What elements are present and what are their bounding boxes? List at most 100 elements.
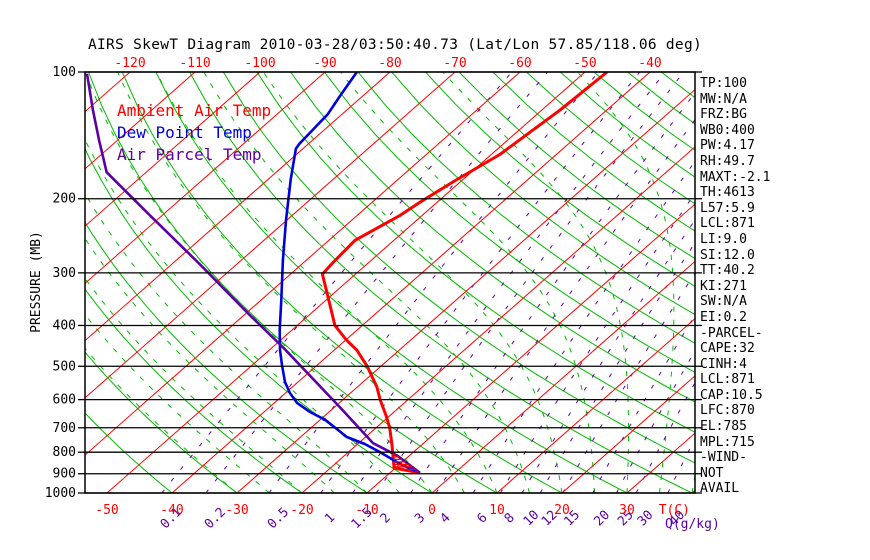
top-temp-tick-label: -110 (179, 56, 210, 71)
pressure-tick-label: 400 (53, 318, 76, 333)
series-dew-point-temp (278, 72, 421, 475)
mixing-ratio-line (320, 72, 641, 493)
side-panel-row: SI:12.0 (700, 247, 755, 263)
mixing-ratio-tick-label: 30 (635, 508, 657, 530)
dry-adiabat-line (85, 221, 368, 493)
mixing-ratio-line (352, 72, 666, 493)
side-panel-row: LCL:871 (700, 372, 755, 388)
top-temp-tick-label: -40 (638, 56, 661, 71)
side-panel-row: PW:4.17 (700, 138, 755, 154)
dry-adiabat-line (458, 72, 695, 260)
bottom-temp-tick-label: 0 (428, 503, 436, 518)
mixing-ratio-line (615, 349, 695, 493)
pressure-tick-label: 200 (53, 192, 76, 207)
top-temp-tick-label: -80 (378, 56, 401, 71)
isotherm-line (85, 72, 196, 170)
isotherm-line (496, 317, 695, 493)
legend: Ambient Air Temp Dew Point Temp Air Parc… (117, 100, 271, 166)
dry-adiabat-line (256, 72, 695, 433)
legend-ambient-air-temp: Ambient Air Temp (117, 101, 272, 120)
moist-adiabat-line (442, 72, 629, 493)
chart-title: AIRS SkewT Diagram 2010-03-28/03:50:40.7… (88, 37, 703, 53)
mixing-ratio-line (539, 241, 695, 493)
side-panel-row: EL:785 (700, 419, 747, 435)
isotherm-line (85, 72, 391, 342)
side-panel-row: WB0:400 (700, 122, 755, 138)
y-axis-label: PRESSURE (MB) (29, 231, 44, 333)
dry-adiabat-line (425, 72, 695, 287)
dry-adiabat-line (290, 72, 695, 403)
moist-adiabat-line (155, 72, 498, 493)
pressure-tick-label: 700 (53, 421, 76, 436)
isotherm-line (301, 146, 695, 493)
mixing-ratio-tick-label: 4 (437, 510, 453, 526)
pressure-tick-label: 300 (53, 266, 76, 281)
side-panel: TP:100 MW:N/A FRZ:BG WB0:400 PW:4.17 RH:49.7 M… (700, 76, 770, 497)
isotherm-line (431, 260, 695, 493)
side-panel-row: CAPE:32 (700, 341, 755, 357)
side-panel-row: AVAIL (700, 481, 740, 497)
isotherm-line (85, 72, 326, 285)
mixing-ratio-line (667, 437, 695, 493)
top-temp-tick-label: -50 (573, 56, 596, 71)
side-panel-row: TH:4613 (700, 185, 755, 201)
side-panel-row: LFC:870 (700, 403, 755, 419)
mixing-ratio-tick-label: 0.5 (265, 505, 292, 532)
isotherm-line (236, 88, 695, 493)
mixing-ratio-tick-label: 1 (322, 510, 338, 526)
side-panel-row: MPL:715 (700, 434, 755, 450)
dry-adiabat-line (189, 72, 693, 493)
side-panel-row: TT:40.2 (700, 263, 755, 279)
mixing-ratio-line (435, 118, 695, 493)
isotherm-line (561, 375, 695, 493)
side-panel-row: -PARCEL- (700, 325, 763, 341)
dry-adiabat-line (492, 72, 695, 232)
top-temp-tick-label: -60 (508, 56, 531, 71)
moist-adiabat-line (203, 72, 530, 493)
side-panel-row: MAXT:-2.1 (700, 169, 771, 185)
bottom-temp-tick-label: -40 (160, 503, 183, 518)
side-panel-row: LCL:871 (700, 216, 755, 232)
mixing-ratio-line (499, 192, 695, 493)
side-panel-row: LI:9.0 (700, 231, 747, 247)
side-panel-row: CINH:4 (700, 356, 747, 372)
moist-adiabat-line (85, 192, 368, 493)
isotherm-line (366, 203, 695, 493)
side-panel-row: L57:5.9 (700, 200, 755, 216)
mixing-ratio-tick-label: 20 (591, 508, 613, 530)
mixing-ratio-line (562, 271, 695, 493)
side-panel-row: FRZ:BG (700, 107, 747, 123)
dry-adiabat-line (85, 412, 173, 493)
dry-adiabat-line (323, 72, 695, 373)
dry-adiabat-line (85, 147, 433, 493)
side-panel-row: EI:0.2 (700, 309, 747, 325)
pressure-tick-label: 500 (53, 359, 76, 374)
legend-air-parcel-temp: Air Parcel Temp (117, 145, 262, 164)
mixing-ratio-line (375, 72, 685, 493)
x2-axis-label: Q(g/kg) (665, 517, 720, 532)
pressure-tick-label: 600 (53, 393, 76, 408)
isotherm-line (106, 72, 586, 493)
bottom-temp-tick-label: 10 (489, 503, 505, 518)
dry-adiabat-line (155, 72, 628, 493)
top-temp-tick-label: -100 (244, 56, 275, 71)
bottom-temp-tick-label: -30 (225, 503, 248, 518)
plot-border (84, 71, 696, 494)
pressure-tick-label: 900 (53, 467, 76, 482)
side-panel-row: TP:100 (700, 76, 747, 91)
mixing-ratio-line (268, 72, 599, 493)
isotherm-line (171, 72, 651, 493)
top-temp-tick-label: -70 (443, 56, 466, 71)
dry-adiabat-line (88, 72, 498, 493)
bottom-temp-tick-label: -10 (355, 503, 378, 518)
x-axis-label: T(C) (659, 503, 690, 518)
side-panel-row: KI:271 (700, 278, 747, 294)
dry-adiabat-line (357, 72, 695, 344)
side-panel-row: RH:49.7 (700, 153, 755, 169)
dry-adiabat-line (85, 351, 238, 493)
pressure-tick-label: 800 (53, 445, 76, 460)
bottom-temp-tick-label: 30 (619, 503, 635, 518)
mixing-ratio-line (592, 314, 695, 493)
